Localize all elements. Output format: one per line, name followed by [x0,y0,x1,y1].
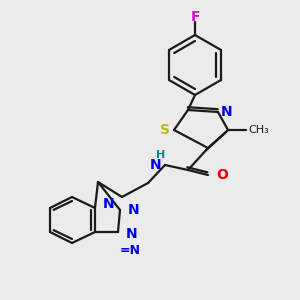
Text: N: N [103,197,115,211]
Text: N: N [149,158,161,172]
Text: N: N [221,105,233,119]
Text: N: N [126,227,138,241]
Text: F: F [190,10,200,24]
Text: H: H [156,150,166,160]
Text: CH₃: CH₃ [248,125,269,135]
Text: =N: =N [120,244,141,257]
Text: O: O [216,168,228,182]
Text: S: S [160,123,170,137]
Text: N: N [128,203,140,217]
